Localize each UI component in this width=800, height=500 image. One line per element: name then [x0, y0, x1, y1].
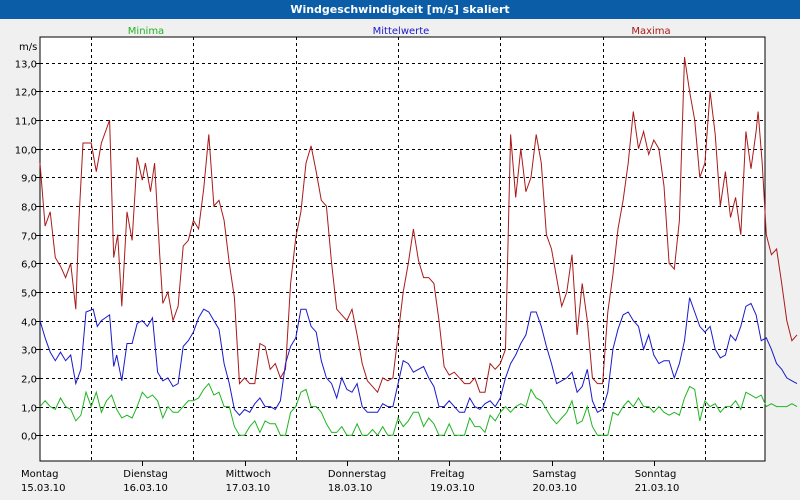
- window-title: Windgeschwindigkeit [m/s] skaliert: [0, 0, 800, 19]
- x-date-label: 20.03.10: [533, 483, 578, 494]
- y-tick-label: 1,0: [21, 404, 37, 415]
- wind-speed-chart: 0,0 1,0 2,0 3,0 4,0 5,0 6,0 7,0 8,0 9,0 10,0 11,0 12…: [0, 19, 800, 500]
- y-tick-label: 8,0: [21, 203, 37, 214]
- y-tick-label: 12,0: [15, 88, 37, 99]
- plot-area: [39, 36, 766, 462]
- y-tick-label: 3,0: [21, 346, 37, 357]
- y-tick-label: 5,0: [21, 289, 37, 300]
- series-lines: [39, 57, 798, 437]
- x-day-label: Montag: [21, 469, 58, 480]
- y-tick-label: 0,0: [21, 432, 37, 443]
- x-date-label: 16.03.10: [123, 483, 168, 494]
- legend-maxima: Maxima: [631, 26, 670, 37]
- x-axis: Montag 15.03.10 Dienstag 16.03.10 Mittwoch 17…: [21, 461, 679, 494]
- gridlines: [40, 37, 765, 461]
- x-date-label: 19.03.10: [430, 483, 475, 494]
- y-tick-label: 6,0: [21, 260, 37, 271]
- y-tick-label: 7,0: [21, 232, 37, 243]
- legend-mittelwerte: Mittelwerte: [373, 26, 430, 37]
- x-day-label: Mittwoch: [226, 469, 271, 480]
- x-date-label: 21.03.10: [635, 483, 680, 494]
- series-maxima: [39, 57, 798, 394]
- y-tick-label: 11,0: [15, 117, 37, 128]
- y-axis: 0,0 1,0 2,0 3,0 4,0 5,0 6,0 7,0 8,0 9,0 10,0 11,0 12…: [15, 60, 40, 443]
- y-axis-label: m/s: [19, 42, 37, 53]
- x-day-label: Sonntag: [635, 469, 677, 480]
- x-day-label: Samstag: [533, 469, 577, 480]
- x-day-label: Dienstag: [123, 469, 168, 480]
- x-date-label: 15.03.10: [21, 483, 66, 494]
- series-mittelwerte: [39, 297, 798, 416]
- legend-minima: Minima: [128, 26, 164, 37]
- y-tick-label: 10,0: [15, 146, 37, 157]
- x-day-label: Freitag: [430, 469, 464, 480]
- x-day-label: Donnerstag: [328, 469, 386, 480]
- y-tick-label: 9,0: [21, 174, 37, 185]
- y-tick-label: 4,0: [21, 318, 37, 329]
- y-tick-label: 2,0: [21, 375, 37, 386]
- series-minima: [39, 382, 798, 437]
- y-tick-label: 13,0: [15, 60, 37, 71]
- x-date-label: 18.03.10: [328, 483, 373, 494]
- x-date-label: 17.03.10: [226, 483, 271, 494]
